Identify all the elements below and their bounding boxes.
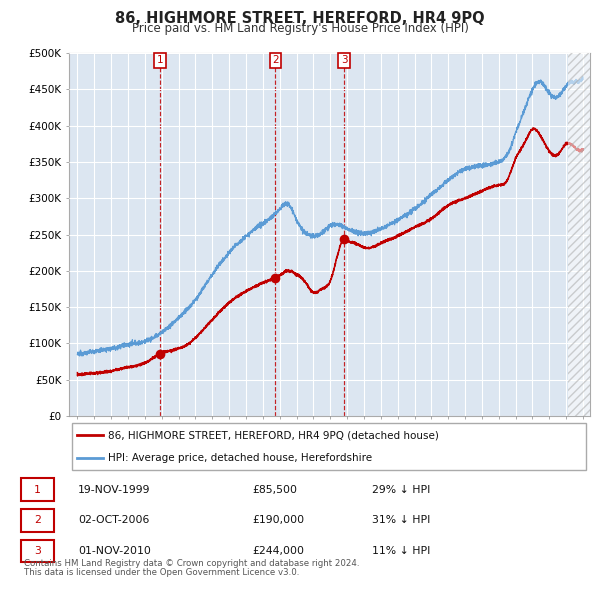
Text: 29% ↓ HPI: 29% ↓ HPI bbox=[372, 485, 430, 494]
Text: 2: 2 bbox=[34, 516, 41, 525]
Text: £244,000: £244,000 bbox=[252, 546, 304, 556]
Text: 01-NOV-2010: 01-NOV-2010 bbox=[78, 546, 151, 556]
Text: 1: 1 bbox=[34, 485, 41, 494]
Text: 86, HIGHMORE STREET, HEREFORD, HR4 9PQ (detached house): 86, HIGHMORE STREET, HEREFORD, HR4 9PQ (… bbox=[108, 430, 439, 440]
Text: 2: 2 bbox=[272, 55, 279, 65]
Text: 3: 3 bbox=[34, 546, 41, 556]
Text: 31% ↓ HPI: 31% ↓ HPI bbox=[372, 516, 430, 525]
Text: HPI: Average price, detached house, Herefordshire: HPI: Average price, detached house, Here… bbox=[108, 454, 372, 464]
Text: This data is licensed under the Open Government Licence v3.0.: This data is licensed under the Open Gov… bbox=[24, 568, 299, 577]
Text: 3: 3 bbox=[341, 55, 347, 65]
Text: 1: 1 bbox=[157, 55, 163, 65]
FancyBboxPatch shape bbox=[71, 424, 586, 470]
Text: Price paid vs. HM Land Registry's House Price Index (HPI): Price paid vs. HM Land Registry's House … bbox=[131, 22, 469, 35]
Text: 19-NOV-1999: 19-NOV-1999 bbox=[78, 485, 151, 494]
Bar bbox=[568, 53, 590, 416]
Text: 86, HIGHMORE STREET, HEREFORD, HR4 9PQ: 86, HIGHMORE STREET, HEREFORD, HR4 9PQ bbox=[115, 11, 485, 25]
Text: £190,000: £190,000 bbox=[252, 516, 304, 525]
Text: £85,500: £85,500 bbox=[252, 485, 297, 494]
Text: Contains HM Land Registry data © Crown copyright and database right 2024.: Contains HM Land Registry data © Crown c… bbox=[24, 559, 359, 568]
Text: 11% ↓ HPI: 11% ↓ HPI bbox=[372, 546, 430, 556]
Text: 02-OCT-2006: 02-OCT-2006 bbox=[78, 516, 149, 525]
